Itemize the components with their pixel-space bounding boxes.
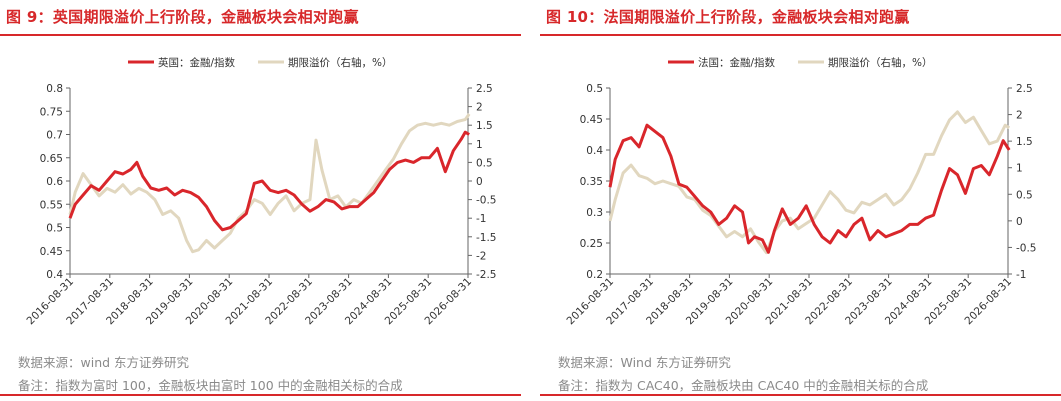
y-left-tick-label: 0.25 [580,238,603,250]
title-rule [540,34,1061,36]
y-right-tick-label: 0 [476,176,483,188]
y-right-tick-label: 1.5 [1016,136,1033,148]
y-right-tick-label: -1 [476,213,486,225]
bottom-rule [540,394,1061,396]
chart-title: 图 9：英国期限溢价上行阶段，金融板块会相对跑赢 [6,8,359,26]
legend: 法国：金融/指数 期限溢价（右轴，%） [668,56,932,69]
y-left-tick-label: 0.65 [40,153,63,165]
y-left-tick-label: 0.7 [46,130,63,142]
source-note: 数据来源：Wind 东方证券研究 [558,355,731,370]
y-left-tick-label: 0.75 [40,106,63,118]
y-left-tick-label: 0.4 [46,269,63,281]
y-left-tick-label: 0.35 [580,176,603,188]
y-right-tick-label: 0 [1016,216,1023,228]
y-left-tick-label: 0.55 [40,199,63,211]
y-left-tick-label: 0.4 [586,145,603,157]
chart-title: 图 10：法国期限溢价上行阶段，金融板块会相对跑赢 [546,8,910,26]
y-left-tick-label: 0.6 [46,176,63,188]
bottom-rule [0,394,521,396]
chart-panel-right: 图 10：法国期限溢价上行阶段，金融板块会相对跑赢 法国：金融/指数 期限溢价（右… [540,0,1061,401]
chart-panel-left: 图 9：英国期限溢价上行阶段，金融板块会相对跑赢 英国：金融/指数 期限溢价（右轴… [0,0,521,401]
legend-label: 英国：金融/指数 [158,56,236,69]
y-left-tick-label: 0.5 [46,223,63,235]
y-left-tick-label: 0.3 [586,207,603,219]
legend-label: 期限溢价（右轴，%） [828,56,932,69]
y-left-tick-label: 0.5 [586,83,603,95]
series-line-financials [68,130,470,232]
y-right-tick-label: 0.5 [476,157,493,169]
y-right-tick-label: 1.5 [476,120,493,132]
legend-label: 期限溢价（右轴，%） [288,56,392,69]
chart-plot: 法国：金融/指数 期限溢价（右轴，%） 0.2 0.25 0.3 0.35 0.4 0.45 0… [564,56,1037,327]
legend: 英国：金融/指数 期限溢价（右轴，%） [128,56,392,69]
y-right-tick-label: 0.5 [1016,189,1033,201]
y-right-tick-label: 1 [476,139,483,151]
y-right-tick-label: -0.5 [476,195,497,207]
y-right-tick-label: -2.5 [476,269,497,281]
y-left-tick-label: 0.45 [40,246,63,258]
y-right-tick-label: 2.5 [1016,83,1033,95]
y-right-tick-label: -2 [476,250,486,262]
legend-label: 法国：金融/指数 [698,56,776,69]
y-left-tick-label: 0.2 [586,269,603,281]
y-right-tick-label: -0.5 [1016,242,1037,254]
series-line-term-premium [68,113,471,254]
title-rule [0,34,521,36]
y-left-tick-label: 0.8 [46,83,63,95]
y-right-tick-label: 2 [476,102,483,114]
y-right-tick-label: -1 [1016,269,1026,281]
series-line-financials [608,123,1011,254]
footnote: 备注：指数为富时 100，金融板块由富时 100 中的金融相关标的合成 [18,378,403,393]
series-line-term-premium [608,110,1011,255]
source-note: 数据来源：wind 东方证券研究 [18,355,190,370]
y-right-tick-label: 1 [1016,163,1023,175]
y-right-tick-label: 2.5 [476,83,493,95]
y-right-tick-label: -1.5 [476,232,497,244]
footnote: 备注：指数为 CAC40，金融板块由 CAC40 中的金融相关标的合成 [558,378,929,393]
y-left-tick-label: 0.45 [580,114,603,126]
chart-plot: 英国：金融/指数 期限溢价（右轴，%） 0.4 0.45 0.5 0.55 0.6 0.65 0… [24,56,497,327]
y-right-tick-label: 2 [1016,110,1023,122]
